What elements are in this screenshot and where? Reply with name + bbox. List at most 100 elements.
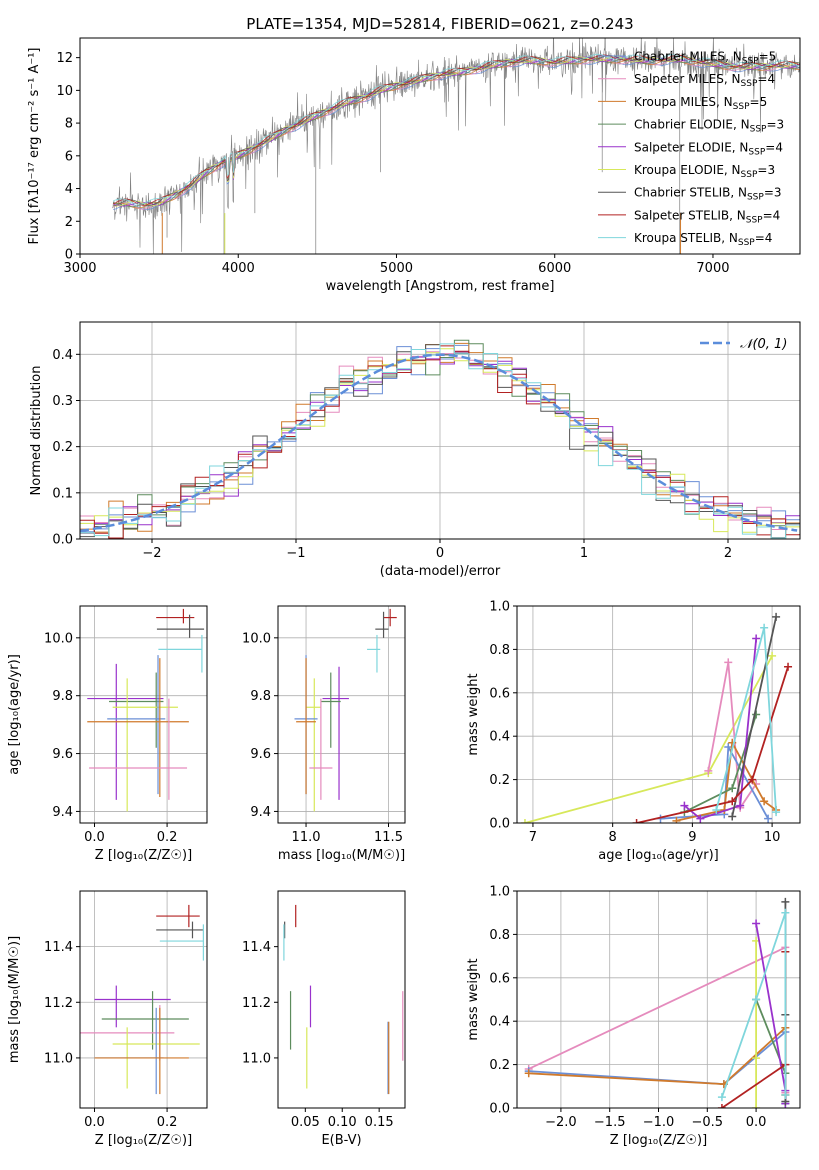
legend-entry: Chabrier MILES, NSSP=5 — [634, 50, 776, 67]
y-tick-label: 0.8 — [489, 928, 510, 943]
errorbar-point — [89, 698, 188, 800]
errorbar-point — [383, 608, 397, 627]
x-tick-label: 7000 — [696, 261, 729, 276]
x-axis-label: Z [log₁₀(Z/Z☉)] — [95, 1133, 192, 1148]
legend-entry: 𝒩(0, 1) — [740, 337, 787, 352]
legend-label: Kroupa MILES, N — [634, 95, 733, 109]
mass-weight-marker — [520, 819, 529, 823]
y-tick-label: 0.6 — [489, 971, 510, 986]
y-tick-label: 11.0 — [242, 1051, 271, 1066]
legend-entry: Chabrier STELIB, NSSP=3 — [634, 186, 782, 203]
legend-value: =4 — [755, 231, 773, 245]
axes-frame — [277, 605, 406, 824]
x-axis-label: E(B-V) — [321, 1133, 361, 1148]
legend-entry: Kroupa STELIB, NSSP=4 — [634, 231, 772, 248]
axes-frame — [516, 605, 801, 824]
y-tick-label: 11.0 — [44, 1051, 73, 1066]
mass-weight-marker — [752, 1104, 761, 1108]
errorbar-point — [156, 614, 205, 638]
errorbar-point — [322, 666, 349, 800]
mass-weight-marker — [752, 919, 761, 928]
mass-weight-marker — [752, 1054, 761, 1063]
errorbar-point — [109, 672, 164, 748]
x-tick-label: 0.2 — [157, 830, 178, 845]
weight-vs-age-panel: 7 8 9 10 0.0 0.2 0.4 0.6 0.8 1.0 age [log₁₀(age/yr… — [466, 600, 801, 863]
legend-value: =3 — [766, 118, 784, 132]
x-tick-label: 4000 — [222, 261, 255, 276]
y-tick-label: 10.0 — [242, 631, 271, 646]
y-tick-label: 9.4 — [250, 805, 271, 820]
errorbar-point — [87, 663, 164, 800]
y-axis-label: mass weight — [466, 673, 481, 755]
mass-weight-marker — [672, 816, 681, 823]
mass-weight-marker — [717, 1104, 726, 1108]
x-tick-label: 11.0 — [292, 830, 321, 845]
legend-label: Chabrier STELIB, N — [634, 186, 747, 200]
mass-weight-line — [528, 1025, 787, 1095]
mass-weight-marker — [717, 1093, 726, 1102]
mass-weight-marker — [632, 819, 641, 823]
x-axis-label: mass [log₁₀(M/M☉)] — [278, 848, 405, 863]
mass-weight-marker — [760, 623, 769, 632]
legend-value: =3 — [764, 186, 782, 200]
y-tick-label: 1.0 — [489, 885, 510, 900]
x-tick-label: −1.5 — [594, 1115, 626, 1130]
mass-vs-extinction-panel: 0.05 0.10 0.15 11.0 11.2 11.4 E(B-V) — [242, 890, 406, 1148]
y-axis-label: mass [log₁₀(M/M☉)] — [7, 936, 22, 1063]
mass-weight-line — [528, 1030, 787, 1104]
y-tick-label: 0.8 — [489, 643, 510, 658]
x-tick-label: −1.0 — [643, 1115, 675, 1130]
y-tick-label: 11.2 — [242, 996, 271, 1011]
mass-weight-marker — [728, 784, 737, 793]
legend-entry: Kroupa MILES, NSSP=5 — [634, 95, 767, 112]
errorbar-point — [320, 672, 341, 748]
x-tick-label: 6000 — [538, 261, 571, 276]
mass-weight-marker — [772, 612, 781, 621]
residual-histogram-panel: −2 −1 0 1 2 0.0 0.1 0.2 0.3 0.4 (data-model)/error… — [29, 321, 801, 579]
errorbar-point — [156, 904, 200, 928]
y-tick-label: 0.0 — [489, 1102, 510, 1117]
mass-weight-marker — [680, 801, 689, 810]
legend-label: Chabrier MILES, N — [634, 50, 742, 64]
mass-weight-line — [707, 662, 757, 811]
mass-weight-line — [731, 616, 777, 817]
legend-label: Salpeter STELIB, N — [634, 208, 746, 222]
y-tick-label: 10.0 — [44, 631, 73, 646]
legend-entry: Salpeter ELODIE, NSSP=4 — [634, 140, 783, 157]
mass-weight-line — [683, 638, 758, 820]
y-tick-label: 0.1 — [52, 486, 73, 501]
x-axis-label: age [log₁₀(age/yr)] — [598, 848, 719, 863]
errorbar-point — [101, 991, 189, 1050]
y-tick-label: 11.2 — [44, 996, 73, 1011]
legend-value: =3 — [757, 163, 775, 177]
mass-weight-marker — [752, 634, 761, 643]
y-tick-label: 9.6 — [250, 747, 271, 762]
x-tick-label: 0.0 — [84, 1115, 105, 1130]
x-tick-label: −2.0 — [545, 1115, 577, 1130]
x-axis-label: Z [log₁₀(Z/Z☉)] — [95, 848, 192, 863]
figure-title: PLATE=1354, MJD=52814, FIBERID=0621, z=0… — [246, 15, 633, 33]
plot-area — [87, 608, 205, 812]
legend-subscript: SSP — [741, 79, 758, 89]
y-axis-label: Flux [fλ10⁻¹⁷ erg cm⁻² s⁻¹ A⁻¹] — [27, 48, 42, 245]
legend-subscript: SSP — [741, 170, 758, 180]
errorbar-point — [112, 678, 178, 812]
model-spectrum — [113, 53, 800, 205]
legend-entry: Chabrier ELODIE, NSSP=3 — [634, 118, 784, 135]
y-axis-label: Normed distribution — [29, 366, 44, 496]
errorbar-point — [367, 634, 381, 673]
plot-area — [80, 904, 204, 1095]
x-axis-label: Z [log₁₀(Z/Z☉)] — [610, 1133, 707, 1148]
model-spectrum — [113, 54, 800, 206]
legend-label: Chabrier ELODIE, N — [634, 118, 750, 132]
errorbar-point — [306, 678, 321, 812]
errorbar-point — [107, 655, 166, 795]
mass-weight-marker — [752, 995, 761, 1004]
mass-weight-marker — [748, 775, 757, 784]
errorbar-point — [94, 985, 171, 1028]
x-tick-label: −0.5 — [692, 1115, 724, 1130]
mass-weight-marker — [696, 814, 705, 823]
mass-weight-marker — [736, 801, 745, 810]
y-tick-label: 11.4 — [242, 940, 271, 955]
